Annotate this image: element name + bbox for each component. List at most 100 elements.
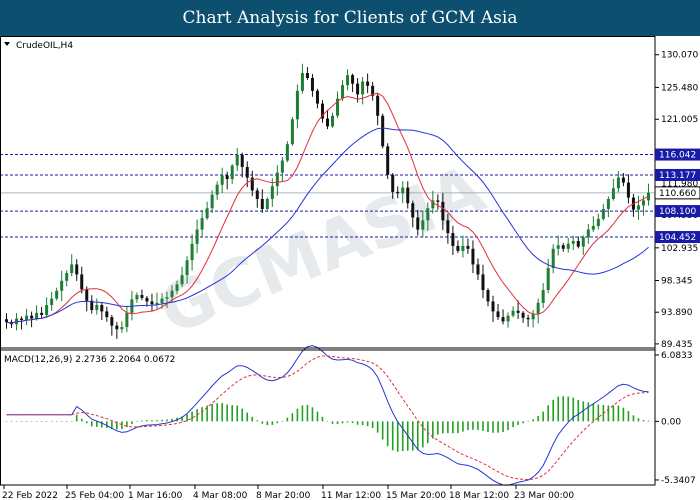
macd-histogram-bar	[211, 404, 213, 422]
bullish-candle	[401, 187, 405, 194]
bearish-candle	[40, 312, 44, 315]
bearish-candle	[110, 317, 114, 326]
macd-histogram-bar	[452, 421, 454, 434]
macd-histogram-bar	[331, 421, 334, 424]
macd-histogram-bar	[146, 420, 148, 422]
bullish-candle	[290, 119, 294, 145]
level-price-box	[655, 148, 700, 161]
bullish-candle	[195, 229, 199, 244]
bearish-candle	[115, 325, 119, 330]
macd-histogram-bar	[416, 421, 419, 451]
macd-histogram-bar	[457, 421, 459, 434]
bullish-candle	[170, 290, 174, 298]
macd-histogram-bar	[467, 421, 469, 431]
macd-histogram-bar	[251, 416, 254, 422]
macd-histogram-bar	[221, 403, 223, 422]
macd-histogram-bar	[281, 420, 284, 422]
macd-histogram-bar	[356, 421, 359, 425]
bearish-candle	[351, 75, 355, 84]
bullish-candle	[265, 198, 269, 209]
macd-histogram-bar	[236, 405, 239, 422]
bearish-candle	[371, 85, 375, 96]
macd-histogram-bar	[492, 421, 494, 433]
macd-histogram-bar	[85, 421, 88, 424]
macd-histogram-bar	[637, 418, 640, 422]
macd-histogram-bar	[442, 421, 444, 434]
macd-histogram-bar	[191, 411, 193, 422]
price-axis-label: 93.890	[661, 308, 693, 318]
macd-histogram-bar	[582, 401, 585, 422]
time-axis-label: 1 Mar 16:00	[128, 491, 183, 500]
macd-axis-label: 6.0833	[661, 351, 693, 361]
price-axis-label: 98.345	[661, 276, 693, 286]
macd-histogram-bar	[542, 411, 544, 422]
symbol-label: CrudeOIL,H4	[16, 41, 73, 51]
macd-histogram-bar	[311, 407, 314, 422]
macd-histogram-bar	[201, 407, 203, 422]
macd-histogram-bar	[437, 421, 439, 435]
macd-histogram-bar	[45, 421, 48, 422]
bullish-candle	[230, 165, 234, 180]
bullish-candle	[70, 264, 74, 273]
bullish-candle	[35, 312, 39, 319]
macd-histogram-bar	[361, 421, 364, 426]
macd-histogram-bar	[487, 421, 489, 433]
bearish-candle	[320, 103, 324, 119]
bearish-candle	[250, 177, 254, 191]
bullish-candle	[421, 220, 425, 230]
macd-histogram-bar	[286, 417, 289, 422]
macd-histogram-bar	[101, 421, 103, 428]
bearish-candle	[516, 310, 520, 313]
bearish-candle	[391, 174, 395, 192]
macd-histogram-bar	[156, 420, 158, 422]
bearish-candle	[396, 191, 400, 194]
macd-histogram-bar	[346, 421, 349, 423]
bullish-candle	[556, 245, 560, 249]
macd-histogram-bar	[5, 421, 8, 422]
macd-histogram-bar	[552, 399, 554, 422]
bearish-candle	[441, 201, 445, 221]
bearish-candle	[80, 274, 84, 290]
macd-histogram-bar	[647, 420, 650, 422]
macd-histogram-bar	[622, 407, 625, 422]
macd-histogram-bar	[401, 421, 404, 451]
macd-histogram-bar	[151, 420, 153, 422]
time-axis-label: 23 Mar 00:00	[514, 491, 574, 500]
bullish-candle	[65, 272, 69, 281]
level-price-label: 104.452	[659, 233, 696, 243]
bearish-candle	[406, 187, 410, 204]
macd-histogram-bar	[572, 397, 575, 422]
macd-histogram-bar	[80, 418, 83, 422]
macd-histogram-bar	[351, 421, 354, 424]
bullish-candle	[280, 160, 284, 173]
bullish-candle	[546, 268, 550, 291]
macd-histogram-bar	[206, 405, 208, 422]
bullish-candle	[180, 275, 184, 285]
macd-histogram-bar	[25, 421, 28, 422]
macd-histogram-bar	[477, 421, 479, 430]
bearish-candle	[471, 248, 475, 265]
bearish-candle	[315, 90, 319, 104]
macd-histogram-bar	[131, 421, 133, 425]
macd-histogram-bar	[547, 405, 549, 422]
bullish-candle	[45, 305, 49, 315]
macd-histogram-bar	[557, 396, 560, 422]
bullish-candle	[175, 284, 179, 291]
level-price-label: 108.100	[659, 207, 696, 217]
bearish-candle	[456, 245, 460, 251]
macd-histogram-bar	[537, 416, 539, 422]
bullish-candle	[431, 200, 435, 209]
bullish-candle	[60, 280, 64, 291]
macd-histogram-bar	[411, 421, 414, 451]
chevron-down-icon	[4, 42, 10, 46]
bullish-candle	[125, 312, 129, 328]
macd-histogram-bar	[562, 396, 565, 422]
bullish-candle	[461, 245, 465, 251]
macd-histogram-bar	[55, 421, 58, 422]
macd-histogram-bar	[40, 421, 43, 422]
levels-layer	[0, 154, 655, 238]
macd-histogram-bar	[462, 421, 464, 432]
bearish-candle	[260, 198, 264, 209]
level-price-box	[655, 168, 700, 181]
macd-histogram-bar	[261, 421, 264, 424]
